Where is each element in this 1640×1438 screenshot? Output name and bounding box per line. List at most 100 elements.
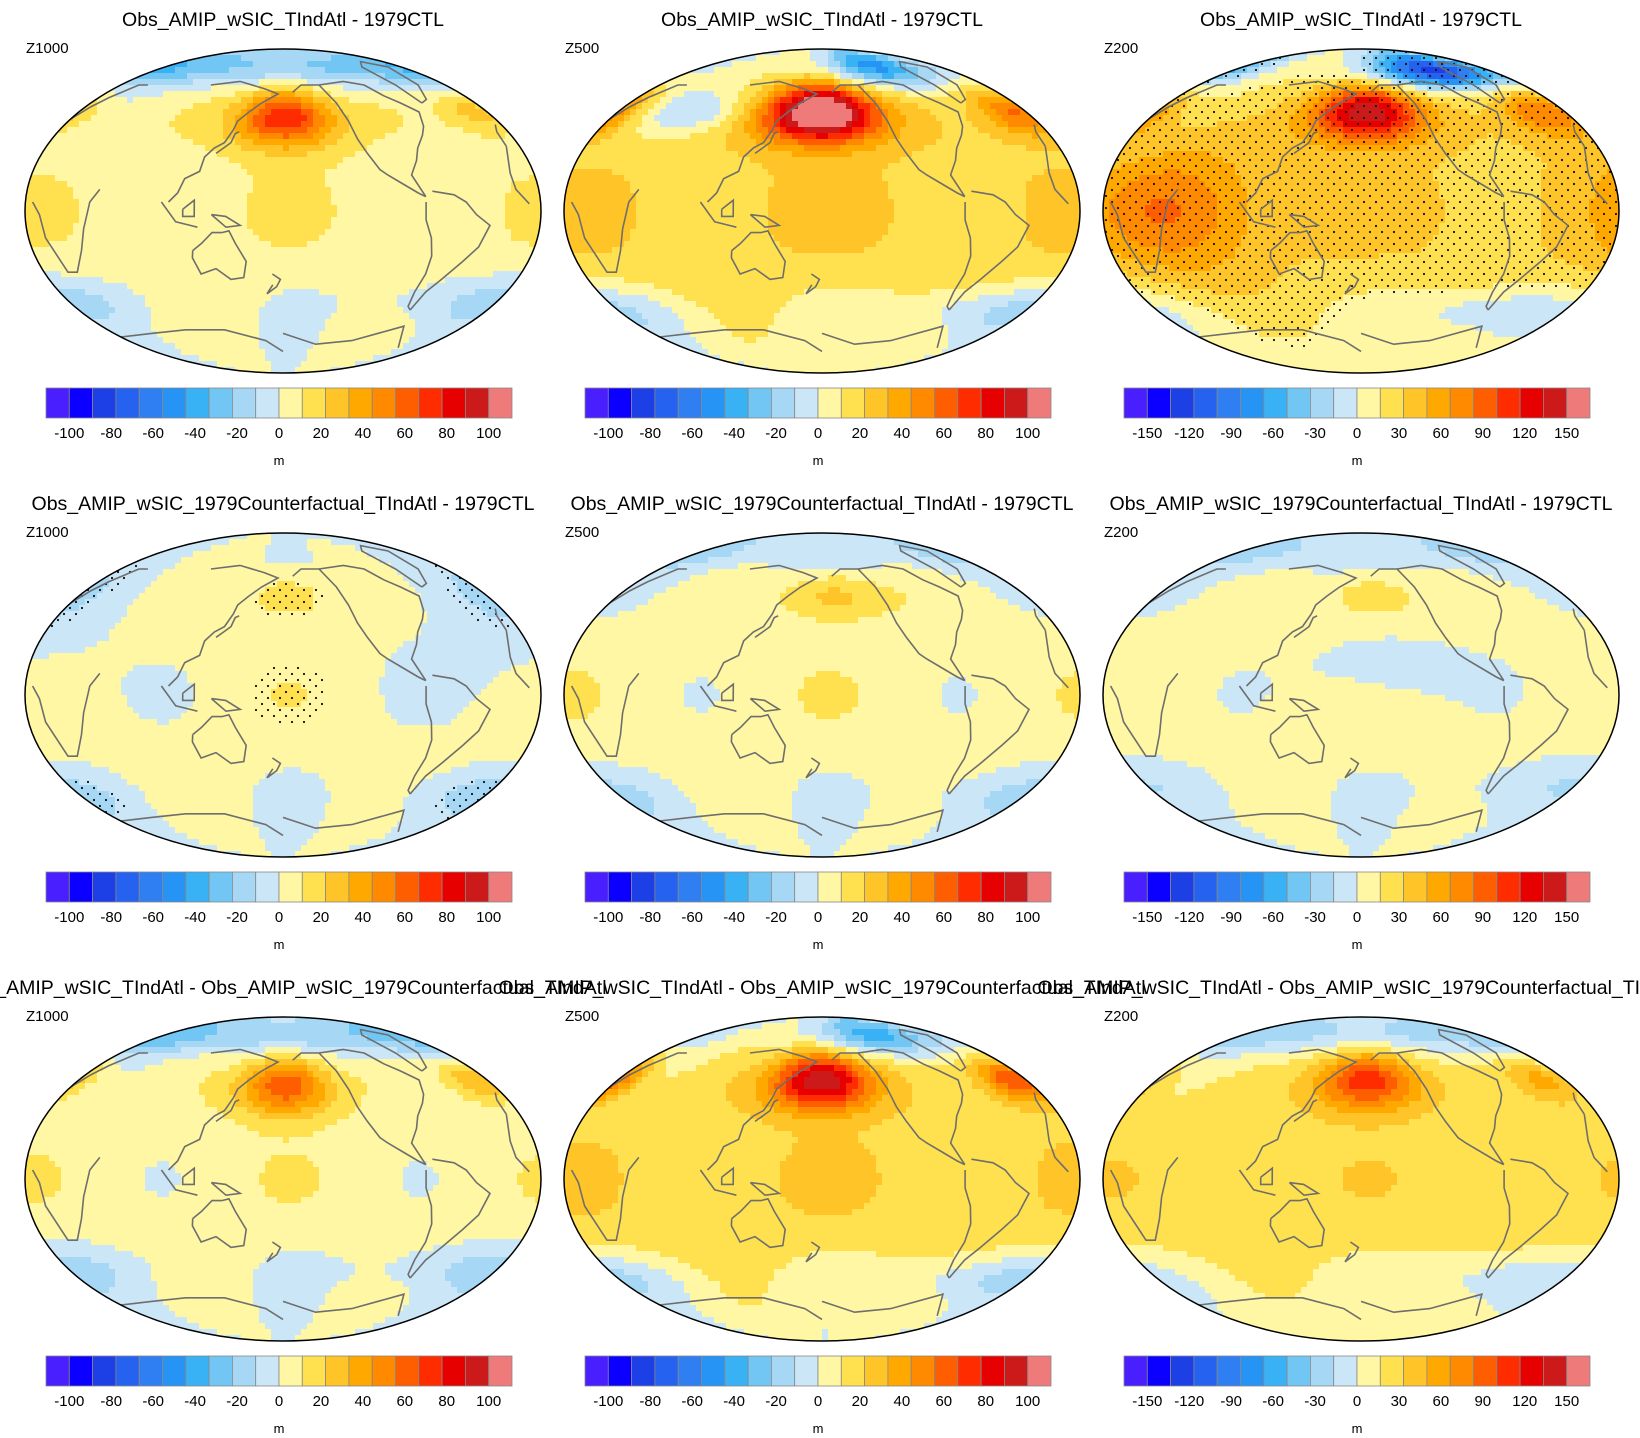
colorbar-tick-label: 60 xyxy=(935,1393,952,1410)
colorbar-box xyxy=(1403,871,1428,903)
colorbar-box xyxy=(1004,871,1029,903)
coastline xyxy=(292,1052,427,1166)
map-outline xyxy=(24,48,542,374)
coastline xyxy=(1396,1048,1505,1166)
coastline xyxy=(1245,564,1358,687)
colorbar-box xyxy=(418,871,443,903)
colorbar-tick-label: -100 xyxy=(54,425,84,442)
colorbar-box xyxy=(115,387,140,419)
colorbar-tick-label: 80 xyxy=(977,425,994,442)
coastline xyxy=(1259,1166,1274,1186)
colorbar-box xyxy=(1543,871,1568,903)
colorbar-box xyxy=(654,387,679,419)
colorbar-tick-label: -60 xyxy=(142,909,164,926)
coastline xyxy=(831,84,966,198)
colorbar-box xyxy=(910,871,935,903)
colorbar-box xyxy=(840,387,865,419)
colorbar-tick-label: 60 xyxy=(935,425,952,442)
colorbar-box xyxy=(631,871,656,903)
colorbar-box xyxy=(208,387,233,419)
colorbar-tick-label: 80 xyxy=(438,909,455,926)
panel-r2-c1: Obs_AMIP_wSIC_TIndAtl - Obs_AMIP_wSIC_19… xyxy=(498,977,1145,1436)
colorbar-box xyxy=(162,387,187,419)
coastline xyxy=(948,190,1031,311)
coastline xyxy=(948,1158,1031,1279)
colorbar-tick-label: -80 xyxy=(100,909,122,926)
colorbar-box xyxy=(701,387,726,419)
colorbar: -100 -80 -60 -40 -20 0 20 40 60 80 100 m xyxy=(45,1355,513,1436)
colorbar-tick-label: -100 xyxy=(54,1393,84,1410)
colorbar-box xyxy=(1426,1355,1451,1387)
coastline xyxy=(699,201,737,228)
coastline xyxy=(1437,544,1506,588)
colorbar-tick-label: -60 xyxy=(681,1393,703,1410)
coastline xyxy=(1437,1028,1506,1072)
colorbar-box xyxy=(1310,1355,1335,1387)
colorbar-box xyxy=(301,387,326,419)
coastline xyxy=(720,198,735,218)
colorbar-box xyxy=(747,387,772,419)
coastline xyxy=(1293,1099,1318,1123)
colorbar-box xyxy=(1426,871,1451,903)
colorbar-tick-label: 150 xyxy=(1554,1393,1579,1410)
coastline xyxy=(160,685,198,712)
colorbar-tick-label: 20 xyxy=(852,1393,869,1410)
colorbar-box xyxy=(348,871,373,903)
colorbar-units: m xyxy=(813,1421,824,1436)
coastline xyxy=(409,674,492,795)
colorbar-tick-label: 20 xyxy=(852,425,869,442)
colorbar-tick-label: 20 xyxy=(313,425,330,442)
map-outline xyxy=(563,48,1081,374)
colorbar-tick-label: 100 xyxy=(1015,909,1040,926)
colorbar: -100 -80 -60 -40 -20 0 20 40 60 80 100 m xyxy=(584,387,1052,468)
colorbar-tick-label: 40 xyxy=(355,425,372,442)
colorbar-units: m xyxy=(1352,1421,1363,1436)
panel-title: Obs_AMIP_wSIC_1979Counterfactual_TIndAtl… xyxy=(1110,493,1613,515)
coastline xyxy=(120,325,406,353)
coastline xyxy=(215,131,240,155)
colorbar-tick-label: 150 xyxy=(1554,425,1579,442)
colorbar-tick-label: -40 xyxy=(184,425,206,442)
colorbar-box xyxy=(701,871,726,903)
map-outline xyxy=(24,1016,542,1342)
colorbar-box xyxy=(325,1355,350,1387)
coastline xyxy=(191,229,248,281)
coastline xyxy=(946,686,972,795)
colorbar-box xyxy=(607,387,632,419)
colorbar-box xyxy=(488,1355,513,1387)
coastline xyxy=(730,713,787,765)
colorbar-box xyxy=(980,387,1005,419)
colorbar-box xyxy=(957,387,982,419)
colorbar-tick-label: 120 xyxy=(1512,425,1537,442)
map-field xyxy=(1103,533,1619,857)
coastline xyxy=(167,80,280,203)
colorbar-box xyxy=(1543,1355,1568,1387)
colorbar-box xyxy=(1146,387,1172,419)
level-label: Z200 xyxy=(1104,524,1138,541)
coastline xyxy=(1344,1241,1360,1263)
colorbar-tick-label: -20 xyxy=(226,909,248,926)
colorbar-tick-label: 30 xyxy=(1391,1393,1408,1410)
coastline xyxy=(31,630,530,757)
colorbar-box xyxy=(1356,1355,1381,1387)
coastline xyxy=(266,273,282,295)
coastline xyxy=(831,1052,966,1166)
colorbar-box xyxy=(677,387,702,419)
colorbar-tick-label: -20 xyxy=(765,909,787,926)
coastline xyxy=(1198,809,1484,837)
colorbar-box xyxy=(395,1355,420,1387)
colorbar-box xyxy=(278,871,303,903)
map-field xyxy=(564,1017,1080,1341)
coastline xyxy=(69,84,507,147)
coastline xyxy=(292,568,427,682)
coastline xyxy=(749,213,782,229)
colorbar-box xyxy=(1519,871,1544,903)
coastline xyxy=(898,544,967,588)
coastline xyxy=(1288,213,1321,229)
colorbar-tick-label: -60 xyxy=(1262,909,1284,926)
colorbar: -100 -80 -60 -40 -20 0 20 40 60 80 100 m xyxy=(584,1355,1052,1436)
colorbar-box xyxy=(92,871,117,903)
coastline xyxy=(359,1028,428,1072)
colorbar-tick-label: 90 xyxy=(1474,1393,1491,1410)
coastline xyxy=(1269,1197,1326,1249)
